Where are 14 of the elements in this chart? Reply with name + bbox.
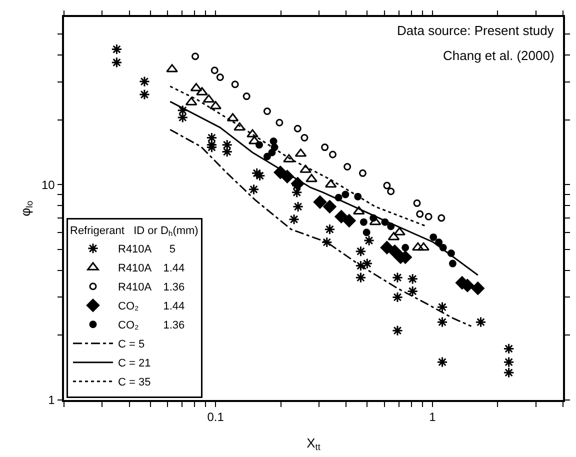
legend-label: CO₂ 1.36 <box>118 320 185 332</box>
legend-label: C = 35 <box>118 376 151 389</box>
x-tick-label: 0.1 <box>207 410 224 424</box>
legend-label: C = 5 <box>118 338 145 351</box>
legend-label: R410A 1.44 <box>118 262 185 275</box>
legend-label: R410A 1.36 <box>118 282 185 294</box>
legend-label: C = 21 <box>118 358 151 370</box>
annotation: Data source: Present study <box>397 23 554 38</box>
legend-label: R410A 5 <box>118 244 176 256</box>
x-axis-title: X$_{tt}$ <box>306 435 321 452</box>
y-tick-label: 10 <box>41 178 56 192</box>
legend-label: CO₂ 1.44 <box>118 300 185 313</box>
annotation: Chang et al. (2000) <box>443 48 554 63</box>
legend-title: Refrigerant ID or D$_{h}$(mm) <box>70 224 198 238</box>
